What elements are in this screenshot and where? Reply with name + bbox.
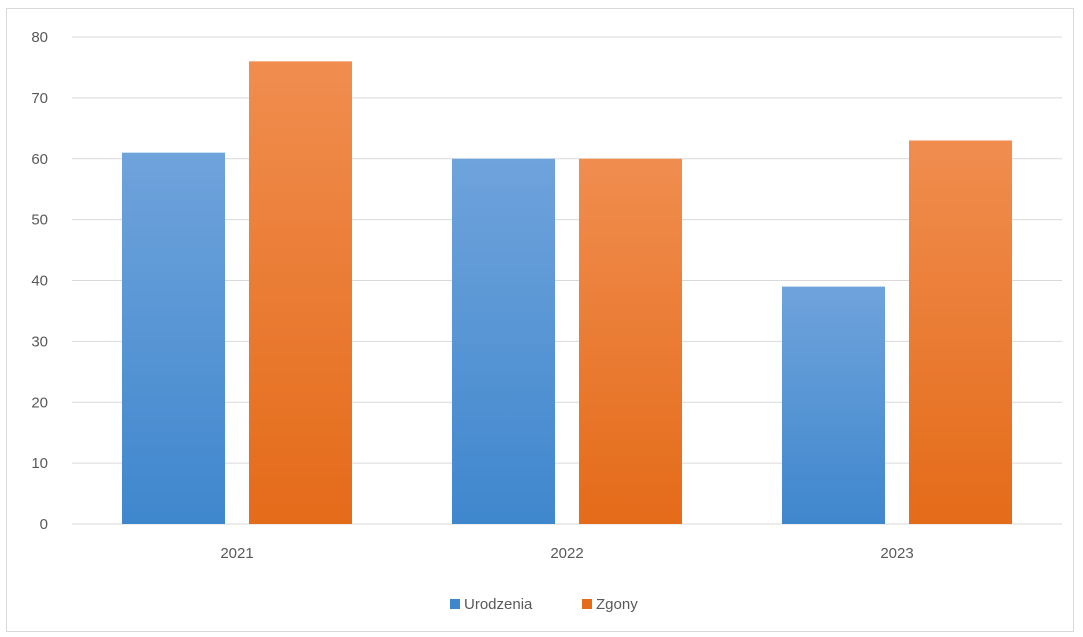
- bar-zgony-2022: [579, 158, 682, 524]
- x-tick-label: 2023: [880, 545, 913, 562]
- bar-zgony-2021: [249, 61, 352, 524]
- legend-label-urodzenia: Urodzenia: [464, 596, 533, 613]
- x-tick-label: 2021: [220, 545, 253, 562]
- y-tick-label: 70: [31, 90, 48, 107]
- bar-urodzenia-2021: [122, 152, 225, 524]
- y-tick-label: 20: [31, 394, 48, 411]
- legend-label-zgony: Zgony: [596, 596, 638, 613]
- y-tick-label: 80: [31, 29, 48, 46]
- y-tick-label: 60: [31, 151, 48, 168]
- bar-urodzenia-2022: [452, 158, 555, 524]
- bar-urodzenia-2023: [782, 286, 885, 524]
- y-tick-label: 30: [31, 333, 48, 350]
- bar-zgony-2023: [909, 140, 1012, 525]
- bars: [122, 61, 1012, 525]
- gridlines: [72, 36, 1062, 525]
- x-tick-label: 2022: [550, 545, 583, 562]
- legend-swatch-urodzenia: [450, 599, 460, 609]
- x-axis-tick-labels: 2021 2022 2023: [220, 545, 913, 562]
- y-tick-label: 40: [31, 273, 48, 290]
- y-tick-label: 10: [31, 455, 48, 472]
- y-axis-tick-labels: 0 10 20 30 40 50 60 70 80: [31, 29, 48, 533]
- legend: Urodzenia Zgony: [450, 596, 638, 613]
- legend-swatch-zgony: [582, 599, 592, 609]
- y-tick-label: 50: [31, 212, 48, 229]
- y-tick-label: 0: [40, 516, 48, 533]
